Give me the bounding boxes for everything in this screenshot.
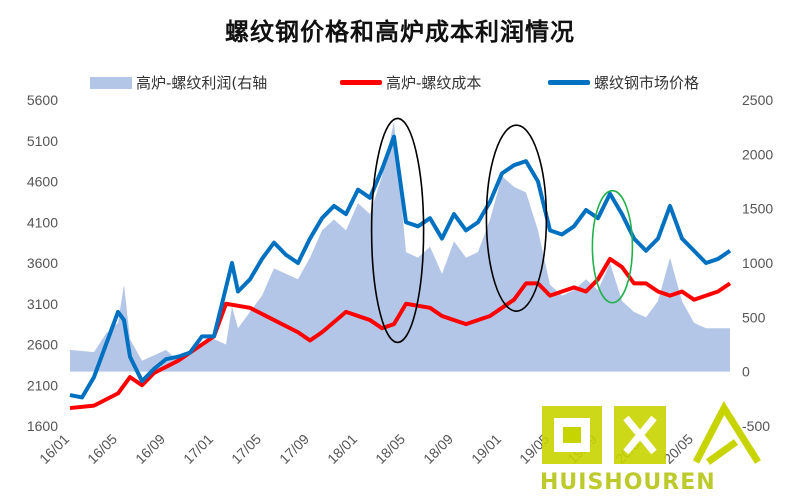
watermark: HUISHOUREN xyxy=(536,398,776,496)
y-left-tick-label: 4600 xyxy=(27,174,58,190)
y-right-tick-label: -500 xyxy=(742,418,770,434)
x-tick-label: 19/01 xyxy=(468,431,504,467)
legend-label-profit: 高炉-螺纹利润(右轴 xyxy=(136,74,268,92)
series-line-price xyxy=(69,134,732,400)
legend-swatch-price xyxy=(548,80,590,85)
x-tick-label: 17/01 xyxy=(180,431,216,467)
legend-item-profit: 高炉-螺纹利润(右轴 xyxy=(90,72,267,93)
x-tick-label: 17/09 xyxy=(276,431,312,467)
watermark-text: HUISHOUREN xyxy=(540,470,716,495)
y-right-tick-label: 1000 xyxy=(742,255,773,271)
y-right-tick-label: 1500 xyxy=(742,201,773,217)
legend-label-price: 螺纹钢市场价格 xyxy=(594,74,700,92)
y-left-tick-label: 3100 xyxy=(27,296,58,312)
series-area-profit xyxy=(70,121,730,372)
x-tick-label: 16/09 xyxy=(132,431,168,467)
watermark-logo xyxy=(542,400,761,465)
legend-swatch-cost xyxy=(340,80,382,85)
chart-title: 螺纹钢价格和高炉成本利润情况 xyxy=(225,18,575,46)
x-tick-label: 18/05 xyxy=(372,431,408,467)
y-left-tick-label: 1600 xyxy=(27,418,58,434)
x-tick-label: 18/09 xyxy=(420,431,456,467)
y-left-tick-label: 3600 xyxy=(27,255,58,271)
y-right-tick-label: 2000 xyxy=(742,146,773,162)
annotation-ellipse-3 xyxy=(591,189,634,304)
y-right-tick-label: 500 xyxy=(742,309,766,325)
y-right-tick-label: 2500 xyxy=(742,92,773,108)
y-right-tick-label: 0 xyxy=(742,364,750,380)
y-left-tick-label: 4100 xyxy=(27,214,58,230)
y-left-tick-label: 5100 xyxy=(27,133,58,149)
x-tick-label: 17/05 xyxy=(228,431,264,467)
x-tick-label: 16/05 xyxy=(84,431,120,467)
annotation-ellipse-2 xyxy=(485,124,548,312)
legend-item-price: 螺纹钢市场价格 xyxy=(548,72,699,93)
chart-legend: 高炉-螺纹利润(右轴 高炉-螺纹成本 螺纹钢市场价格 xyxy=(0,72,800,96)
annotation-ellipse-1 xyxy=(370,117,425,344)
legend-swatch-profit xyxy=(90,76,132,89)
y-left-tick-label: 2100 xyxy=(27,377,58,393)
legend-item-cost: 高炉-螺纹成本 xyxy=(340,72,481,93)
y-left-tick-label: 2600 xyxy=(27,337,58,353)
x-tick-label: 18/01 xyxy=(324,431,360,467)
legend-label-cost: 高炉-螺纹成本 xyxy=(386,74,482,92)
y-left-tick-label: 5600 xyxy=(27,92,58,108)
x-tick-label: 16/01 xyxy=(36,431,72,467)
series-line-cost xyxy=(69,256,732,411)
